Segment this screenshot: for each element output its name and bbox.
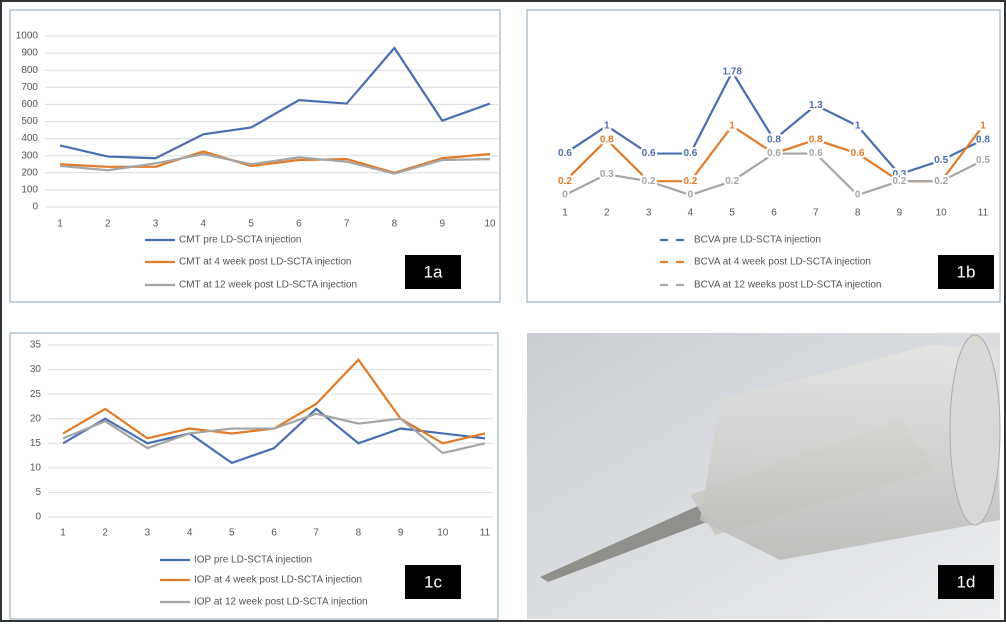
y-tick-label: 35 — [30, 340, 42, 351]
panel-label: 1a — [424, 262, 443, 281]
legend-label: BCVA at 12 weeks post LD-SCTA injection — [694, 280, 882, 291]
data-label: 1 — [855, 121, 861, 132]
y-tick-label: 15 — [30, 438, 42, 449]
data-label: 0.3 — [600, 169, 614, 180]
x-tick-label: 7 — [813, 208, 819, 219]
x-tick-label: 4 — [688, 208, 694, 219]
hub-rim — [950, 335, 1000, 525]
data-label: 0 — [855, 190, 861, 201]
data-label: 0 — [688, 190, 694, 201]
data-label: 0.2 — [683, 176, 697, 187]
x-tick-label: 2 — [604, 208, 610, 219]
x-tick-label: 3 — [153, 219, 159, 230]
x-tick-label: 10 — [484, 219, 496, 230]
x-tick-label: 9 — [897, 208, 903, 219]
data-label: 1 — [604, 121, 610, 132]
y-tick-label: 5 — [35, 487, 41, 498]
x-tick-label: 2 — [102, 528, 108, 539]
data-label: 1.78 — [722, 67, 742, 78]
y-tick-label: 10 — [30, 462, 42, 473]
y-tick-label: 900 — [21, 48, 38, 59]
data-label: 0.8 — [600, 134, 614, 145]
legend-label: BCVA pre LD-SCTA injection — [694, 235, 821, 246]
y-tick-label: 700 — [21, 82, 38, 93]
data-label: 0.8 — [809, 134, 823, 145]
x-tick-label: 1 — [60, 528, 66, 539]
x-tick-label: 9 — [398, 528, 404, 539]
x-tick-label: 9 — [439, 219, 445, 230]
y-tick-label: 600 — [21, 99, 38, 110]
y-tick-label: 0 — [35, 512, 41, 523]
x-tick-label: 3 — [646, 208, 652, 219]
legend-label: CMT at 4 week post LD-SCTA injection — [179, 257, 351, 268]
legend-label: BCVA at 4 week post LD-SCTA injection — [694, 257, 871, 268]
y-tick-label: 1000 — [16, 31, 39, 42]
data-label: 1 — [980, 121, 986, 132]
x-tick-label: 6 — [771, 208, 777, 219]
figure: 1d 0100200300400500600700800900100012345… — [0, 0, 1006, 622]
x-tick-label: 8 — [855, 208, 861, 219]
y-tick-label: 30 — [30, 364, 42, 375]
panel-label: 1b — [957, 262, 976, 281]
x-tick-label: 8 — [356, 528, 362, 539]
x-tick-label: 5 — [229, 528, 235, 539]
data-label: 0.6 — [558, 148, 572, 159]
data-label: 0.8 — [767, 134, 781, 145]
data-label: 0.6 — [642, 148, 656, 159]
panel-label: 1c — [424, 572, 442, 591]
x-tick-label: 11 — [480, 528, 491, 539]
x-tick-label: 7 — [313, 528, 319, 539]
data-label: 0.2 — [558, 176, 572, 187]
legend-label: IOP at 4 week post LD-SCTA injection — [194, 575, 362, 586]
y-tick-label: 25 — [30, 389, 42, 400]
x-tick-label: 3 — [145, 528, 151, 539]
x-tick-label: 10 — [936, 208, 948, 219]
x-tick-label: 1 — [562, 208, 568, 219]
data-label: 0.2 — [934, 176, 948, 187]
data-label: 0.6 — [809, 148, 823, 159]
legend-label: CMT pre LD-SCTA injection — [179, 235, 301, 246]
data-label: 1.3 — [809, 100, 823, 111]
x-tick-label: 5 — [248, 219, 254, 230]
legend-label: IOP at 12 week post LD-SCTA injection — [194, 597, 368, 608]
y-tick-label: 100 — [21, 185, 38, 196]
x-tick-label: 6 — [271, 528, 277, 539]
y-tick-label: 400 — [21, 133, 38, 144]
legend-label: IOP pre LD-SCTA injection — [194, 555, 312, 566]
y-tick-label: 200 — [21, 167, 38, 178]
x-tick-label: 8 — [392, 219, 398, 230]
data-label: 0.2 — [642, 176, 656, 187]
x-tick-label: 4 — [201, 219, 207, 230]
panel-label: 1d — [957, 572, 976, 591]
data-label: 0.8 — [976, 134, 990, 145]
data-label: 0.6 — [767, 148, 781, 159]
data-label: 1 — [729, 121, 735, 132]
data-label: 0 — [562, 190, 568, 201]
x-tick-label: 7 — [344, 219, 350, 230]
y-tick-label: 800 — [21, 65, 38, 76]
x-tick-label: 6 — [296, 219, 302, 230]
photo: 1d — [527, 333, 1000, 619]
x-tick-label: 1 — [57, 219, 63, 230]
x-tick-label: 10 — [437, 528, 449, 539]
data-label: 0.5 — [976, 155, 990, 166]
x-tick-label: 2 — [105, 219, 111, 230]
legend-label: CMT at 12 week post LD-SCTA injection — [179, 280, 357, 291]
data-label: 0.5 — [934, 155, 948, 166]
data-label: 0.6 — [683, 148, 697, 159]
data-label: 0.2 — [725, 176, 739, 187]
y-tick-label: 500 — [21, 116, 38, 127]
y-tick-label: 20 — [30, 413, 42, 424]
x-tick-label: 5 — [729, 208, 735, 219]
x-tick-label: 11 — [978, 208, 989, 219]
x-tick-label: 4 — [187, 528, 193, 539]
data-label: 0.2 — [892, 176, 906, 187]
y-tick-label: 0 — [32, 202, 38, 213]
data-label: 0.6 — [851, 148, 865, 159]
y-tick-label: 300 — [21, 150, 38, 161]
